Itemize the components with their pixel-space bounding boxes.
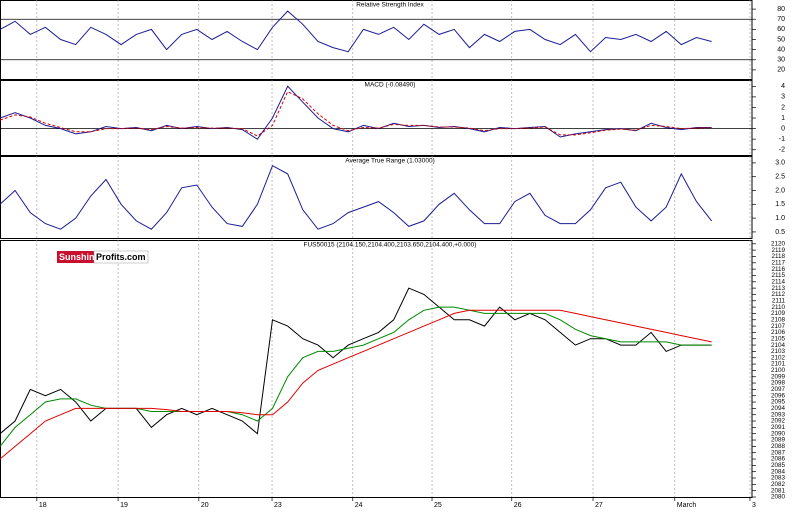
- y-tick-label: 1.5: [775, 201, 785, 208]
- panel-title: Relative Strength Index: [356, 2, 424, 9]
- y-tick-label: -2: [779, 147, 785, 154]
- y-tick-label: 2120: [771, 240, 786, 247]
- y-tick-label: 50: [777, 36, 785, 43]
- y-tick-label: 2084: [771, 468, 786, 475]
- y-tick-label: 2: [781, 104, 785, 111]
- y-tick-label: 2090: [771, 430, 786, 437]
- y-tick-label: 3: [781, 94, 785, 101]
- y-tick-label: 70: [777, 16, 785, 23]
- y-tick-label: 2085: [771, 462, 786, 469]
- y-tick-label: 2118: [771, 253, 785, 260]
- y-tick-label: 2099: [771, 373, 786, 380]
- y-tick-label: -1: [779, 136, 785, 143]
- y-tick-label: 2089: [771, 437, 786, 444]
- panel-title: Average True Range (1.03000): [345, 158, 435, 165]
- y-tick-label: 2087: [771, 449, 786, 456]
- y-tick-label: 40: [777, 46, 785, 53]
- series-line: [0, 164, 712, 230]
- y-tick-label: 2091: [771, 424, 786, 431]
- y-tick-label: 4: [781, 83, 785, 90]
- y-tick-label: 2098: [771, 380, 786, 387]
- y-tick-label: 2080: [771, 494, 786, 501]
- y-tick-label: 2107: [771, 323, 786, 330]
- y-tick-label: 2082: [771, 481, 786, 488]
- y-tick-label: 2108: [771, 316, 786, 323]
- y-tick-label: 2086: [771, 456, 786, 463]
- panel-frame: [0, 240, 753, 498]
- series-line: [0, 10, 712, 53]
- y-tick-label: 3.0: [775, 160, 785, 167]
- y-tick-label: 0: [781, 125, 785, 132]
- x-tick-label: 26: [514, 502, 522, 509]
- x-tick-label: 20: [201, 502, 209, 509]
- y-tick-label: 80: [777, 6, 785, 13]
- x-tick-label: 3: [752, 502, 756, 509]
- y-tick-label: 2114: [771, 278, 785, 285]
- logo-box: [93, 250, 149, 264]
- logo-suffix: Profits.com: [96, 252, 146, 262]
- y-tick-label: 2.0: [775, 187, 785, 194]
- panel-frame: [0, 80, 753, 156]
- x-tick-label: 23: [274, 502, 282, 509]
- y-tick-label: 60: [777, 26, 785, 33]
- y-tick-label: 2117: [771, 259, 785, 266]
- y-tick-label: 2112: [771, 291, 785, 298]
- y-tick-label: 2095: [771, 399, 786, 406]
- series-line: [0, 287, 712, 435]
- y-tick-label: 2101: [771, 361, 786, 368]
- panel-title: MACD (-0.08490): [365, 82, 416, 89]
- y-tick-label: 1: [781, 115, 785, 122]
- panel-frame: [0, 156, 753, 239]
- y-tick-label: 2103: [771, 348, 786, 355]
- x-tick-label: 27: [595, 502, 603, 509]
- x-tick-label: 25: [434, 502, 442, 509]
- y-tick-label: 2097: [771, 386, 786, 393]
- panel-title: FUS50015 (2104.150,2104.400,2103.650,210…: [304, 242, 477, 249]
- y-tick-label: 2105: [771, 335, 786, 342]
- y-tick-label: 2100: [771, 367, 786, 374]
- y-tick-label: 2094: [771, 405, 786, 412]
- logo-box: [57, 251, 94, 263]
- y-tick-label: 2104: [771, 342, 786, 349]
- y-tick-label: 2115: [771, 272, 785, 279]
- x-tick-label: March: [677, 502, 697, 509]
- y-tick-label: 20: [777, 67, 785, 74]
- series-line: [0, 85, 712, 140]
- y-tick-label: 30: [777, 57, 785, 64]
- y-tick-label: 2111: [772, 297, 786, 304]
- y-tick-label: 2102: [771, 354, 786, 361]
- series-line: [0, 309, 712, 460]
- y-tick-label: 2096: [771, 392, 786, 399]
- y-tick-label: 2093: [771, 411, 786, 418]
- logo-brand: Sunshine: [59, 252, 100, 262]
- y-tick-label: 2116: [771, 266, 785, 273]
- y-tick-label: 2092: [771, 418, 786, 425]
- x-tick-label: 24: [355, 502, 363, 509]
- y-tick-label: 2081: [771, 487, 786, 494]
- panel-frame: [0, 0, 753, 80]
- x-tick-label: 18: [39, 502, 47, 509]
- y-tick-label: 1.0: [775, 215, 785, 222]
- series-line: [0, 306, 712, 447]
- y-tick-label: 2088: [771, 443, 786, 450]
- y-tick-label: 2119: [771, 247, 785, 254]
- series-line: [0, 90, 712, 137]
- y-tick-label: 2109: [771, 310, 786, 317]
- x-tick-label: 19: [120, 502, 128, 509]
- y-tick-label: 2106: [771, 329, 786, 336]
- y-tick-label: 2110: [771, 304, 785, 311]
- y-tick-label: 0.5: [775, 229, 785, 236]
- y-tick-label: 2113: [771, 285, 785, 292]
- y-tick-label: 2083: [771, 475, 786, 482]
- y-tick-label: 2.5: [775, 174, 785, 181]
